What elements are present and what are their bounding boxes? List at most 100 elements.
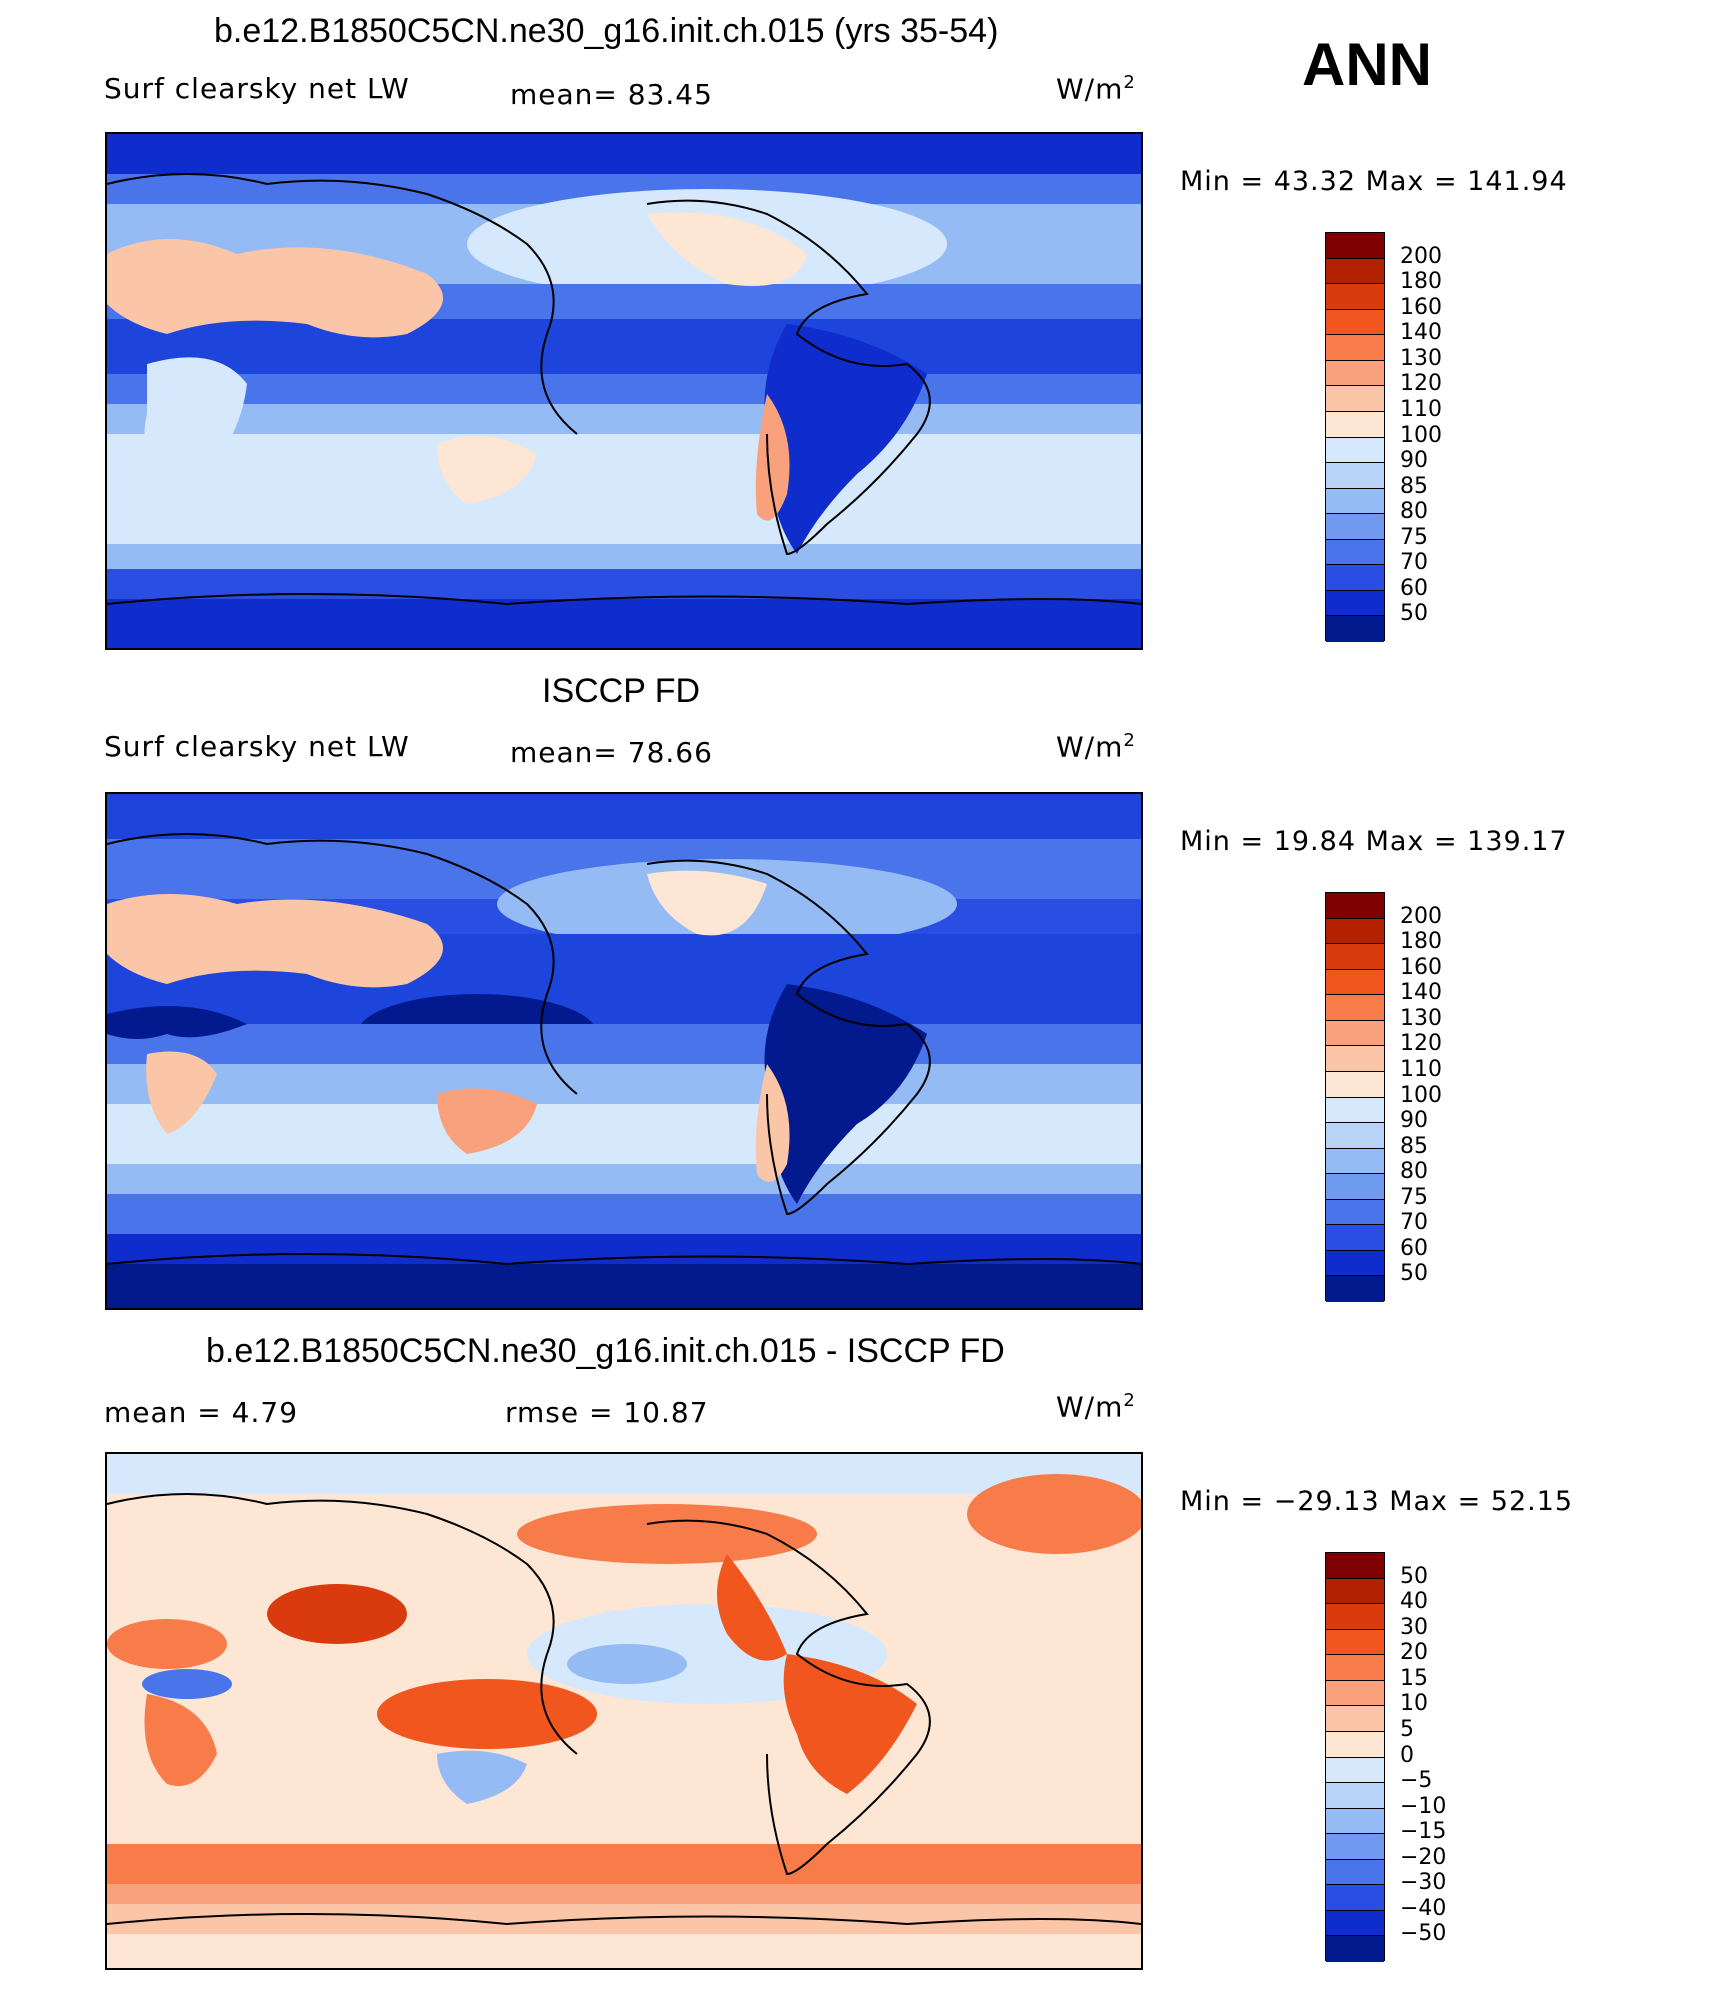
colorbar-swatch	[1326, 1629, 1384, 1656]
panel-3-units-text: W/m	[1056, 1390, 1124, 1424]
panel-3-map-svg	[107, 1454, 1141, 1968]
panel-1-map-svg	[107, 134, 1141, 648]
colorbar-swatch	[1326, 590, 1384, 617]
colorbar-level-label: 80	[1400, 499, 1428, 525]
colorbar-swatch	[1326, 463, 1384, 489]
map-feature	[377, 1679, 597, 1749]
colorbar-swatch	[1326, 1250, 1384, 1277]
colorbar-swatch	[1326, 284, 1384, 310]
colorbar-level-label: 5	[1400, 1716, 1414, 1742]
colorbar-swatch	[1326, 335, 1384, 361]
colorbar-level-label: 30	[1400, 1614, 1428, 1640]
map-andes	[755, 394, 790, 521]
map-band	[107, 544, 1141, 569]
map-feature	[717, 1554, 787, 1661]
map-andes	[755, 1064, 790, 1182]
colorbar-level-label: 60	[1400, 575, 1428, 601]
colorbar-swatch	[1326, 411, 1384, 438]
panel-2-map	[105, 792, 1143, 1310]
panel-2-title: ISCCP FD	[542, 672, 701, 710]
colorbar-level-label: −40	[1400, 1895, 1447, 1921]
colorbar-level-label: 10	[1400, 1691, 1428, 1717]
colorbar-level-label: 100	[1400, 422, 1442, 448]
panel-1-units: W/m2	[1056, 72, 1136, 105]
colorbar-level-label: 200	[1400, 903, 1442, 929]
colorbar-level-label: 90	[1400, 448, 1428, 474]
panel-1-colorbar	[1325, 232, 1385, 642]
map-coastlines	[107, 1493, 931, 1876]
map-band	[107, 404, 1141, 434]
colorbar-level-label: 100	[1400, 1082, 1442, 1108]
map-band	[107, 1934, 1141, 1968]
panel-3-colorbar	[1325, 1552, 1385, 1962]
panel-1-map	[105, 132, 1143, 650]
panel-2-units-sup: 2	[1123, 730, 1136, 751]
map-coastlines	[107, 833, 931, 1216]
map-antarctic-coast	[107, 1253, 1141, 1266]
colorbar-swatch	[1326, 1936, 1384, 1962]
map-feature	[567, 1644, 687, 1684]
colorbar-swatch	[1326, 969, 1384, 996]
colorbar-level-label: −20	[1400, 1844, 1447, 1870]
map-land-australia	[437, 436, 537, 504]
colorbar-swatch	[1326, 1731, 1384, 1758]
panel-2-colorbar	[1325, 892, 1385, 1302]
colorbar-level-label: 0	[1400, 1742, 1414, 1768]
colorbar-level-label: 70	[1400, 1210, 1428, 1236]
map-feature	[107, 1619, 227, 1669]
colorbar-level-label: 130	[1400, 345, 1442, 371]
colorbar-swatch	[1326, 1910, 1384, 1937]
map-land-eurasia	[107, 239, 443, 338]
panel-3-units-sup: 2	[1123, 1390, 1136, 1411]
colorbar-swatch	[1326, 258, 1384, 285]
map-land-eurasia	[107, 894, 443, 988]
map-arctic-band	[107, 794, 1141, 839]
panel-1-units-sup: 2	[1123, 72, 1136, 93]
colorbar-level-label: 140	[1400, 980, 1442, 1006]
map-band	[107, 1064, 1141, 1104]
panel-1-units-text: W/m	[1056, 72, 1124, 106]
colorbar-level-label: −50	[1400, 1921, 1447, 1947]
panel-3-minmax: Min = −29.13 Max = 52.15	[1180, 1486, 1574, 1517]
colorbar-swatch	[1326, 1097, 1384, 1124]
panel-1-mean-label: mean= 83.45	[510, 78, 713, 111]
colorbar-level-label: 110	[1400, 396, 1442, 422]
colorbar-swatch	[1326, 1046, 1384, 1072]
map-band	[107, 1904, 1141, 1934]
panel-3-rmse-label: rmse = 10.87	[505, 1396, 709, 1429]
colorbar-level-label: 120	[1400, 1031, 1442, 1057]
colorbar-level-label: 120	[1400, 371, 1442, 397]
colorbar-swatch	[1326, 437, 1384, 464]
colorbar-swatch	[1326, 1174, 1384, 1200]
map-antarctic-band	[107, 599, 1141, 648]
colorbar-swatch	[1326, 1808, 1384, 1835]
colorbar-level-label: 200	[1400, 243, 1442, 269]
colorbar-swatch	[1326, 1783, 1384, 1809]
map-antarctic-coast	[107, 1913, 1141, 1926]
panel-2-minmax: Min = 19.84 Max = 139.17	[1180, 826, 1568, 857]
colorbar-swatch	[1326, 1123, 1384, 1149]
colorbar-swatch	[1326, 944, 1384, 970]
colorbar-swatch	[1326, 1757, 1384, 1784]
colorbar-swatch	[1326, 1604, 1384, 1630]
map-band	[107, 1454, 1141, 1494]
colorbar-swatch	[1326, 616, 1384, 642]
colorbar-level-label: 50	[1400, 601, 1428, 627]
panel-2-units: W/m2	[1056, 730, 1136, 763]
colorbar-level-label: 85	[1400, 473, 1428, 499]
colorbar-swatch	[1326, 565, 1384, 591]
panel-2-variable-label: Surf clearsky net LW	[104, 730, 410, 763]
map-antarctic-band	[107, 1264, 1141, 1308]
map-land-south-america	[764, 984, 927, 1204]
colorbar-swatch	[1326, 514, 1384, 540]
panel-2-map-svg	[107, 794, 1141, 1308]
colorbar-level-label: 90	[1400, 1108, 1428, 1134]
map-land-australia	[437, 1750, 527, 1804]
colorbar-level-label: 50	[1400, 1261, 1428, 1287]
map-land-africa-tropics	[107, 1006, 247, 1039]
map-band	[107, 1024, 1141, 1064]
colorbar-level-label: 140	[1400, 320, 1442, 346]
map-band	[107, 1234, 1141, 1264]
panel-1-minmax: Min = 43.32 Max = 141.94	[1180, 166, 1568, 197]
colorbar-level-label: 160	[1400, 294, 1442, 320]
